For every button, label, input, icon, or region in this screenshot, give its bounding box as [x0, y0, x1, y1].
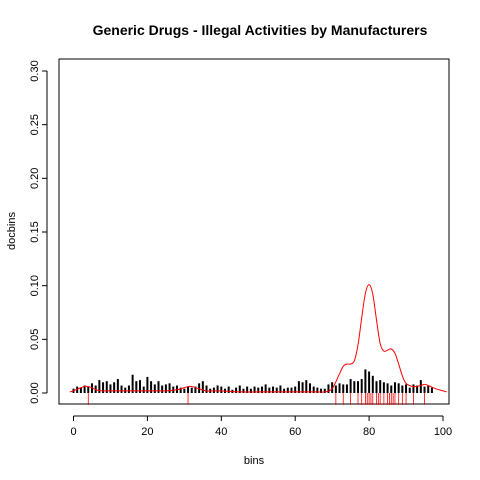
y-tick-label: 0.05	[29, 329, 41, 350]
y-tick-label: 0.20	[29, 168, 41, 189]
y-axis: 0.00 0.05 0.10 0.15 0.20 0.25 0.30	[29, 60, 48, 404]
y-tick-label: 0.10	[29, 275, 41, 296]
plot-frame	[58, 58, 450, 405]
y-tick-label: 0.15	[29, 221, 41, 242]
y-tick-label: 0.00	[29, 382, 41, 403]
x-tick-label: 100	[434, 426, 452, 438]
rug-marks	[87, 393, 425, 405]
x-tick-label: 0	[70, 426, 76, 438]
chart-title: Generic Drugs - Illegal Activities by Ma…	[93, 22, 428, 38]
y-axis-label: docbins	[6, 212, 18, 250]
x-axis: 0 20 40 60 80 100	[70, 415, 452, 438]
x-tick-label: 80	[363, 426, 375, 438]
x-tick-label: 20	[141, 426, 153, 438]
density-curve	[69, 284, 447, 393]
x-axis-label: bins	[244, 455, 265, 467]
x-tick-label: 40	[215, 426, 227, 438]
y-tick-label: 0.30	[29, 60, 41, 81]
y-tick-label: 0.25	[29, 114, 41, 135]
x-tick-label: 60	[289, 426, 301, 438]
